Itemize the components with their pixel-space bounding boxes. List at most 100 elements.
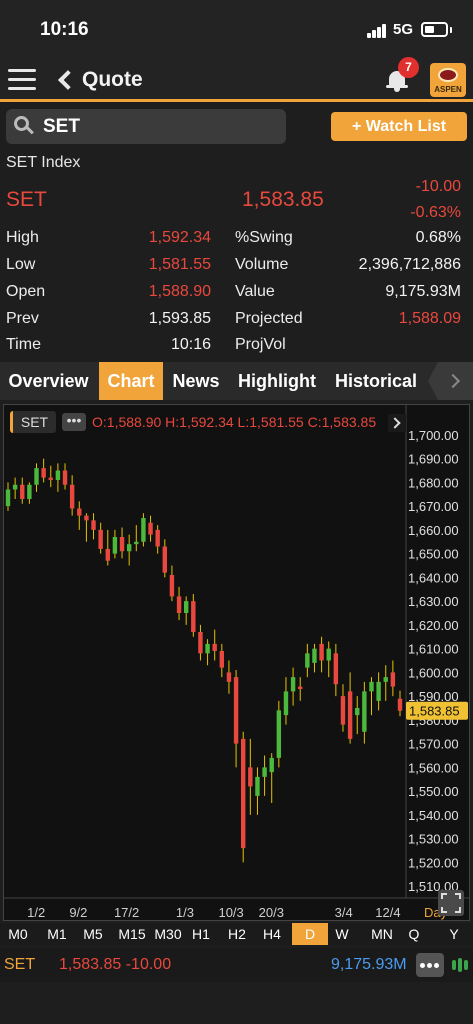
nav-bar: Quote bbox=[0, 60, 473, 102]
y-tick-label: 1,540.00 bbox=[408, 808, 459, 823]
stat-value-pct-swing: 0.68% bbox=[415, 229, 461, 246]
period-y[interactable]: Y bbox=[449, 926, 459, 942]
period-m5[interactable]: M5 bbox=[83, 926, 103, 942]
last-price-marker bbox=[406, 701, 468, 720]
candle-body bbox=[298, 686, 303, 689]
stat-label-value: Value bbox=[235, 283, 275, 300]
y-tick-label: 1,630.00 bbox=[408, 594, 459, 609]
x-tick-label: 17/2 bbox=[114, 905, 139, 920]
candle-body bbox=[191, 601, 196, 632]
x-tick-label: 9/2 bbox=[69, 905, 87, 920]
candle-body bbox=[312, 648, 317, 663]
period-q[interactable]: Q bbox=[408, 926, 420, 942]
battery-tip bbox=[450, 27, 452, 33]
candle-body bbox=[20, 484, 25, 499]
y-tick-label: 1,670.00 bbox=[408, 499, 459, 514]
candle-body bbox=[34, 468, 39, 485]
candle-body bbox=[5, 489, 11, 507]
x-tick-label: 12/4 bbox=[375, 905, 400, 920]
ticker-symbol[interactable]: SET bbox=[4, 956, 36, 973]
y-tick-label: 1,530.00 bbox=[408, 832, 459, 847]
back-chevron-icon[interactable] bbox=[58, 70, 78, 90]
notification-badge: 7 bbox=[398, 57, 419, 78]
ticker-value: 9,175.93M bbox=[331, 956, 407, 973]
y-tick-label: 1,550.00 bbox=[408, 784, 459, 799]
stat-label-projvol: ProjVol bbox=[235, 336, 286, 353]
add-watch-list-button[interactable]: + Watch List bbox=[331, 112, 467, 141]
menu-icon[interactable] bbox=[8, 69, 36, 91]
candle-body bbox=[369, 681, 374, 692]
search-icon bbox=[14, 116, 34, 136]
candle-body bbox=[126, 544, 132, 552]
stat-label-prev: Prev bbox=[6, 310, 39, 327]
candle-body bbox=[91, 520, 96, 530]
stat-value-high: 1,592.34 bbox=[148, 229, 211, 246]
tab-overview[interactable]: Overview bbox=[8, 371, 89, 391]
stat-value-prev: 1,593.85 bbox=[148, 310, 211, 327]
candle-body bbox=[119, 537, 125, 552]
quote-last-price: 1,583.85 bbox=[242, 188, 324, 211]
candle-body bbox=[134, 541, 139, 545]
candle-body bbox=[183, 601, 189, 613]
x-tick-label: 1/3 bbox=[176, 905, 194, 920]
x-tick-label: 1/2 bbox=[27, 905, 45, 920]
candle-body bbox=[198, 632, 203, 654]
candle-body bbox=[169, 575, 175, 597]
candle-body bbox=[148, 522, 153, 535]
tab-scroll-right[interactable] bbox=[428, 362, 473, 400]
chevron-right-icon bbox=[389, 417, 401, 429]
period-m1[interactable]: M1 bbox=[47, 926, 67, 942]
stat-value-open: 1,588.90 bbox=[148, 283, 211, 300]
period-h4[interactable]: H4 bbox=[263, 926, 281, 942]
price-chart[interactable]: 1,700.00 1,690.00 1,680.00 1,670.00 1,660.00… bbox=[3, 404, 470, 921]
tab-highlight[interactable]: Highlight bbox=[238, 371, 316, 391]
candle-body bbox=[362, 691, 367, 732]
period-m30[interactable]: M30 bbox=[154, 926, 182, 942]
last-price-label: 1,583.85 bbox=[409, 704, 460, 719]
period-mn[interactable]: MN bbox=[371, 926, 393, 942]
chevron-right-icon bbox=[445, 373, 461, 389]
stat-value-projected: 1,588.09 bbox=[398, 310, 461, 327]
quote-change-percent: -0.63% bbox=[410, 204, 461, 221]
candle-body bbox=[255, 776, 260, 796]
chart-more-button[interactable]: ••• bbox=[62, 413, 86, 431]
period-m15[interactable]: M15 bbox=[118, 926, 146, 942]
page-title: Quote bbox=[82, 68, 143, 91]
stat-label-low: Low bbox=[6, 256, 36, 273]
period-selector: M0 M1 M5 M15 M30 H1 H2 H4 D W MN Q Y bbox=[0, 923, 473, 945]
period-m0[interactable]: M0 bbox=[8, 926, 28, 942]
y-tick-label: 1,680.00 bbox=[408, 475, 459, 490]
app-logo[interactable]: ASPEN bbox=[430, 63, 466, 97]
candle-body bbox=[112, 537, 118, 554]
candle-body bbox=[383, 677, 388, 682]
stat-value-low: 1,581.55 bbox=[148, 256, 211, 273]
tab-chart[interactable]: Chart bbox=[99, 362, 163, 400]
period-w[interactable]: W bbox=[335, 926, 349, 942]
ticker-price: 1,583.85 -10.00 bbox=[59, 956, 172, 973]
candle-body bbox=[84, 515, 89, 521]
y-tick-label: 1,520.00 bbox=[408, 855, 459, 870]
y-tick-label: 1,700.00 bbox=[408, 428, 459, 443]
period-h2[interactable]: H2 bbox=[228, 926, 246, 942]
ohlc-scroll-button[interactable] bbox=[388, 414, 406, 432]
stat-label-pct-swing: %Swing bbox=[235, 229, 293, 246]
period-h1[interactable]: H1 bbox=[192, 926, 210, 942]
chart-canvas[interactable]: 1,700.00 1,690.00 1,680.00 1,670.00 1,660.00… bbox=[4, 405, 469, 920]
chart-symbol-chip[interactable]: SET bbox=[10, 411, 56, 433]
expand-icon[interactable] bbox=[438, 890, 464, 916]
candle-body bbox=[205, 643, 210, 654]
battery-icon bbox=[421, 22, 448, 37]
signal-icon bbox=[367, 24, 387, 38]
search-input[interactable]: SET bbox=[6, 109, 286, 144]
more-icon[interactable] bbox=[416, 953, 444, 977]
candle-body bbox=[355, 708, 360, 716]
tab-news[interactable]: News bbox=[172, 371, 220, 391]
quote-change: -10.00 bbox=[415, 178, 461, 195]
y-tick-label: 1,660.00 bbox=[408, 523, 459, 538]
candle-body bbox=[233, 677, 239, 744]
tab-historical[interactable]: Historical bbox=[334, 371, 418, 391]
period-d[interactable]: D bbox=[292, 923, 328, 945]
candle-body bbox=[276, 710, 282, 758]
status-time: 10:16 bbox=[40, 19, 89, 40]
live-indicator-icon bbox=[452, 958, 468, 972]
